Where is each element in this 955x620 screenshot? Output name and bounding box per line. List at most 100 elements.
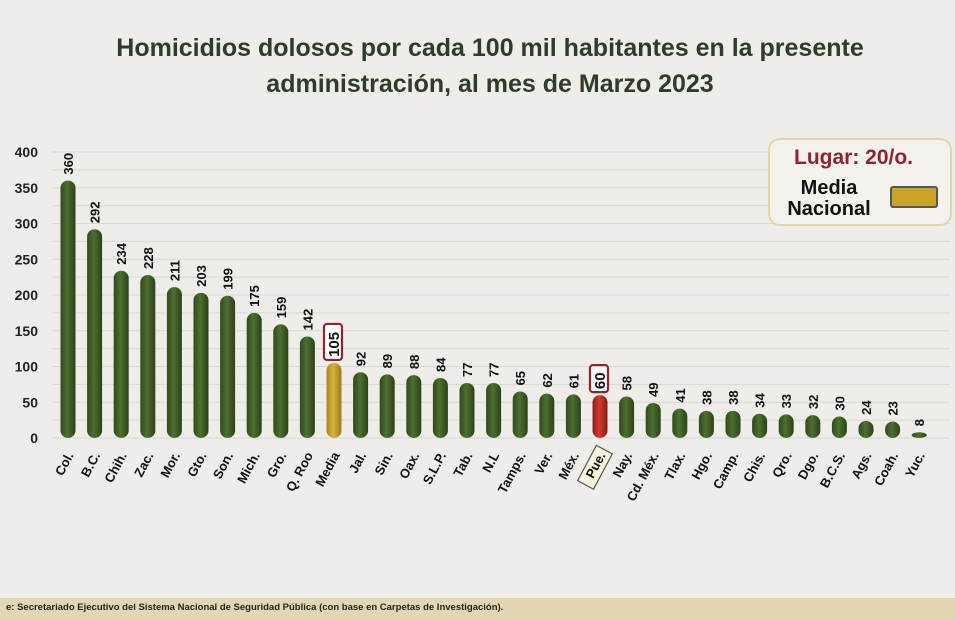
category-label: Ags. bbox=[848, 449, 874, 481]
bar bbox=[725, 410, 741, 438]
value-label: 30 bbox=[832, 396, 847, 410]
y-tick-label: 50 bbox=[22, 394, 38, 410]
bar bbox=[698, 410, 714, 438]
category-label: Nay. bbox=[610, 449, 636, 479]
y-axis: 0 50 100 150 200 250 300 350 400 bbox=[15, 144, 39, 446]
value-label: 77 bbox=[487, 362, 502, 376]
category-label-box bbox=[576, 444, 614, 490]
y-tick-label: 400 bbox=[15, 144, 39, 160]
value-label: 8 bbox=[912, 419, 927, 426]
value-label: 60 bbox=[592, 372, 609, 389]
bar bbox=[459, 382, 475, 438]
bar bbox=[778, 414, 794, 438]
category-label: Mich. bbox=[234, 449, 263, 485]
value-label: 142 bbox=[300, 309, 315, 331]
category-label: Oax. bbox=[396, 449, 422, 481]
bar bbox=[885, 421, 901, 438]
category-label: Gro. bbox=[264, 449, 290, 480]
category-label: Jal. bbox=[346, 449, 369, 475]
value-label: 32 bbox=[806, 395, 821, 409]
bar bbox=[299, 336, 315, 438]
bar bbox=[193, 292, 209, 438]
y-tick-label: 300 bbox=[15, 216, 39, 232]
category-label: S.L.P. bbox=[420, 449, 449, 486]
value-label: 24 bbox=[859, 400, 874, 415]
value-label: 38 bbox=[699, 390, 714, 404]
bar bbox=[645, 402, 661, 438]
value-label: 77 bbox=[460, 362, 475, 376]
bar bbox=[379, 374, 395, 438]
value-label-box bbox=[322, 322, 344, 362]
y-tick-label: 250 bbox=[15, 251, 39, 267]
bar bbox=[353, 372, 369, 438]
category-label: Chih. bbox=[101, 449, 130, 485]
value-label-box bbox=[588, 364, 610, 394]
value-label: 49 bbox=[646, 382, 661, 396]
value-label: 211 bbox=[167, 260, 182, 281]
category-label: Hgo. bbox=[688, 449, 715, 482]
category-label: Sin. bbox=[371, 449, 395, 477]
legend-rank: Lugar: 20/o. bbox=[794, 146, 914, 169]
value-label: 84 bbox=[433, 357, 448, 372]
y-tick-label: 200 bbox=[15, 287, 39, 303]
category-label: Col. bbox=[52, 449, 77, 478]
legend-media-swatch bbox=[890, 186, 938, 208]
category-label: Chis. bbox=[740, 449, 768, 484]
bar bbox=[619, 396, 635, 438]
bar bbox=[140, 274, 156, 438]
y-tick-label: 0 bbox=[30, 430, 38, 446]
bar bbox=[565, 394, 581, 438]
category-label: Camp. bbox=[710, 449, 742, 491]
value-label: 34 bbox=[753, 392, 768, 407]
bar bbox=[672, 408, 688, 438]
category-label: Mor. bbox=[157, 449, 183, 480]
value-label: 234 bbox=[114, 242, 129, 264]
legend-media-label: Media Nacional bbox=[787, 177, 871, 220]
value-label: 61 bbox=[566, 374, 581, 388]
value-label: 199 bbox=[221, 268, 236, 290]
bar bbox=[539, 393, 555, 438]
y-tick-label: 150 bbox=[15, 323, 39, 339]
value-label: 292 bbox=[88, 202, 103, 224]
value-label: 92 bbox=[354, 352, 369, 366]
value-label: 360 bbox=[61, 153, 76, 175]
value-label: 58 bbox=[620, 376, 635, 390]
bar bbox=[805, 415, 821, 438]
bar bbox=[60, 180, 76, 438]
category-label: N.L bbox=[479, 449, 502, 475]
category-label: Dgo. bbox=[795, 449, 822, 482]
value-label: 88 bbox=[407, 355, 422, 369]
value-label: 33 bbox=[779, 394, 794, 408]
category-label: Son. bbox=[210, 449, 236, 481]
x-axis-labels: Col. B.C.Chih. Zac. Mor. Gto. Son.Mich. Gro.Q.… bbox=[52, 444, 928, 504]
value-label: 23 bbox=[886, 401, 901, 415]
bar bbox=[246, 312, 262, 438]
category-label: B.C.S. bbox=[817, 449, 848, 490]
value-label: 175 bbox=[247, 285, 262, 307]
bar bbox=[406, 375, 422, 438]
value-label: 159 bbox=[274, 297, 289, 319]
bar bbox=[326, 362, 342, 438]
category-label: Gto. bbox=[184, 449, 209, 479]
category-label: Tab. bbox=[450, 449, 475, 479]
source-footnote: e: Secretariado Ejecutivo del Sistema Na… bbox=[0, 598, 955, 620]
category-label: Méx. bbox=[555, 449, 582, 482]
value-label: 105 bbox=[326, 332, 343, 357]
value-label: 41 bbox=[673, 388, 688, 402]
bar bbox=[432, 377, 448, 438]
value-label: 62 bbox=[540, 373, 555, 387]
bar bbox=[592, 395, 608, 438]
bar-chart: 0 50 100 150 200 250 300 350 400 360 292 234 228 211… bbox=[15, 144, 950, 504]
bar bbox=[512, 391, 528, 438]
legend: Lugar: 20/o. Media Nacional bbox=[768, 138, 952, 226]
highlighted-category: Pue. bbox=[576, 444, 614, 490]
category-label: Ver. bbox=[531, 449, 555, 476]
value-label: 65 bbox=[513, 371, 528, 385]
y-tick-label: 100 bbox=[15, 359, 39, 375]
chart-title: Homicidios dolosos por cada 100 mil habi… bbox=[116, 34, 864, 98]
bar bbox=[911, 432, 927, 438]
bar bbox=[113, 270, 129, 438]
category-label: Media bbox=[312, 449, 343, 489]
bar bbox=[486, 382, 502, 438]
